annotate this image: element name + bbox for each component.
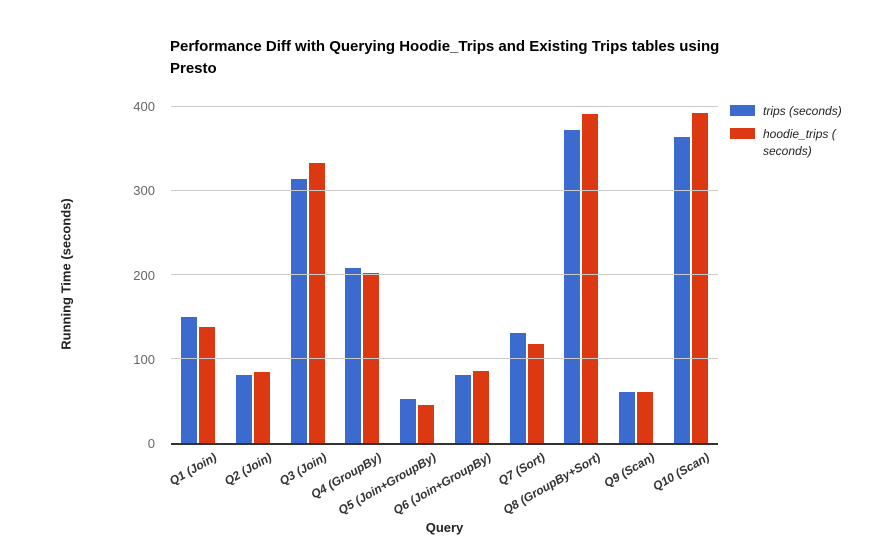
bar-group: Q1 (Join) (167, 106, 226, 488)
bar-group: Q7 (Sort) (496, 106, 554, 488)
x-tick-label: Q9 (Scan) (601, 450, 657, 491)
bar[interactable] (509, 332, 526, 443)
bar[interactable] (636, 392, 653, 443)
bar[interactable] (472, 371, 489, 443)
bar-group: Q5 (Join+GroupBy) (336, 106, 445, 517)
bar[interactable] (199, 326, 216, 443)
bar[interactable] (236, 374, 253, 443)
bar[interactable] (527, 344, 544, 443)
bar[interactable] (254, 372, 271, 443)
bar[interactable] (454, 374, 471, 443)
bar-group: Q6 (Join+GroupBy) (390, 106, 500, 517)
legend-swatch (730, 105, 755, 116)
y-axis-title: Running Time (seconds) (58, 198, 74, 350)
x-tick-label: Q6 (Join+GroupBy) (390, 450, 493, 518)
bar[interactable] (363, 272, 380, 443)
gridline (171, 274, 718, 275)
bar[interactable] (673, 137, 690, 443)
gridline (171, 105, 718, 107)
x-tick-label: Q5 (Join+GroupBy) (335, 450, 439, 518)
bar[interactable] (400, 399, 417, 443)
x-tick-label: Q8 (GroupBy+Sort) (500, 450, 603, 517)
y-tick-label: 400 (133, 99, 155, 114)
legend-label: hoodie_trips ( seconds) (763, 127, 836, 158)
bar[interactable] (418, 405, 435, 443)
bar[interactable] (308, 163, 325, 443)
legend-item: hoodie_trips ( seconds) (730, 126, 882, 160)
bar-group: Q10 (Scan) (650, 106, 718, 493)
bar-group: Q8 (GroupBy+Sort) (500, 106, 609, 517)
y-tick-label: 100 (133, 351, 155, 367)
chart-title: Performance Diff with Querying Hoodie_Tr… (170, 38, 720, 77)
y-tick-label: 200 (133, 267, 155, 283)
x-axis-baseline (171, 443, 718, 445)
bar[interactable] (691, 112, 708, 443)
bar[interactable] (345, 267, 362, 443)
legend-item: trips (seconds) (730, 103, 882, 120)
y-tick-label: 0 (147, 436, 155, 451)
bar[interactable] (181, 316, 198, 443)
legend-swatch (730, 128, 755, 139)
bar-group: Q9 (Scan) (601, 106, 664, 490)
bar[interactable] (618, 391, 635, 443)
bar-group: Q3 (Join) (277, 106, 335, 488)
y-axis-ticks: 0 100 200 300 400 (100, 99, 155, 451)
bar[interactable] (290, 179, 307, 443)
x-tick-label: Q10 (Scan) (650, 450, 712, 494)
x-tick-label: Q2 (Join) (222, 450, 275, 489)
gridline (171, 189, 718, 191)
bar[interactable] (582, 114, 599, 443)
legend: trips (seconds) hoodie_trips ( seconds) (730, 103, 882, 166)
y-tick-label: 300 (133, 183, 155, 199)
x-axis-title: Query (425, 520, 464, 535)
plot-area: Q1 (Join) Q2 (Join) Q3 (Join) Q4 (GroupBy) Q… (167, 105, 718, 517)
bar-group: Q2 (Join) (222, 106, 281, 488)
bar[interactable] (564, 130, 581, 443)
bar-groups: Q1 (Join) Q2 (Join) Q3 (Join) Q4 (GroupBy) Q… (167, 106, 718, 517)
x-tick-label: Q1 (Join) (167, 450, 220, 489)
bar-group: Q4 (GroupBy) (308, 106, 390, 501)
gridline (171, 358, 718, 360)
legend-label: trips (seconds) (763, 104, 842, 118)
